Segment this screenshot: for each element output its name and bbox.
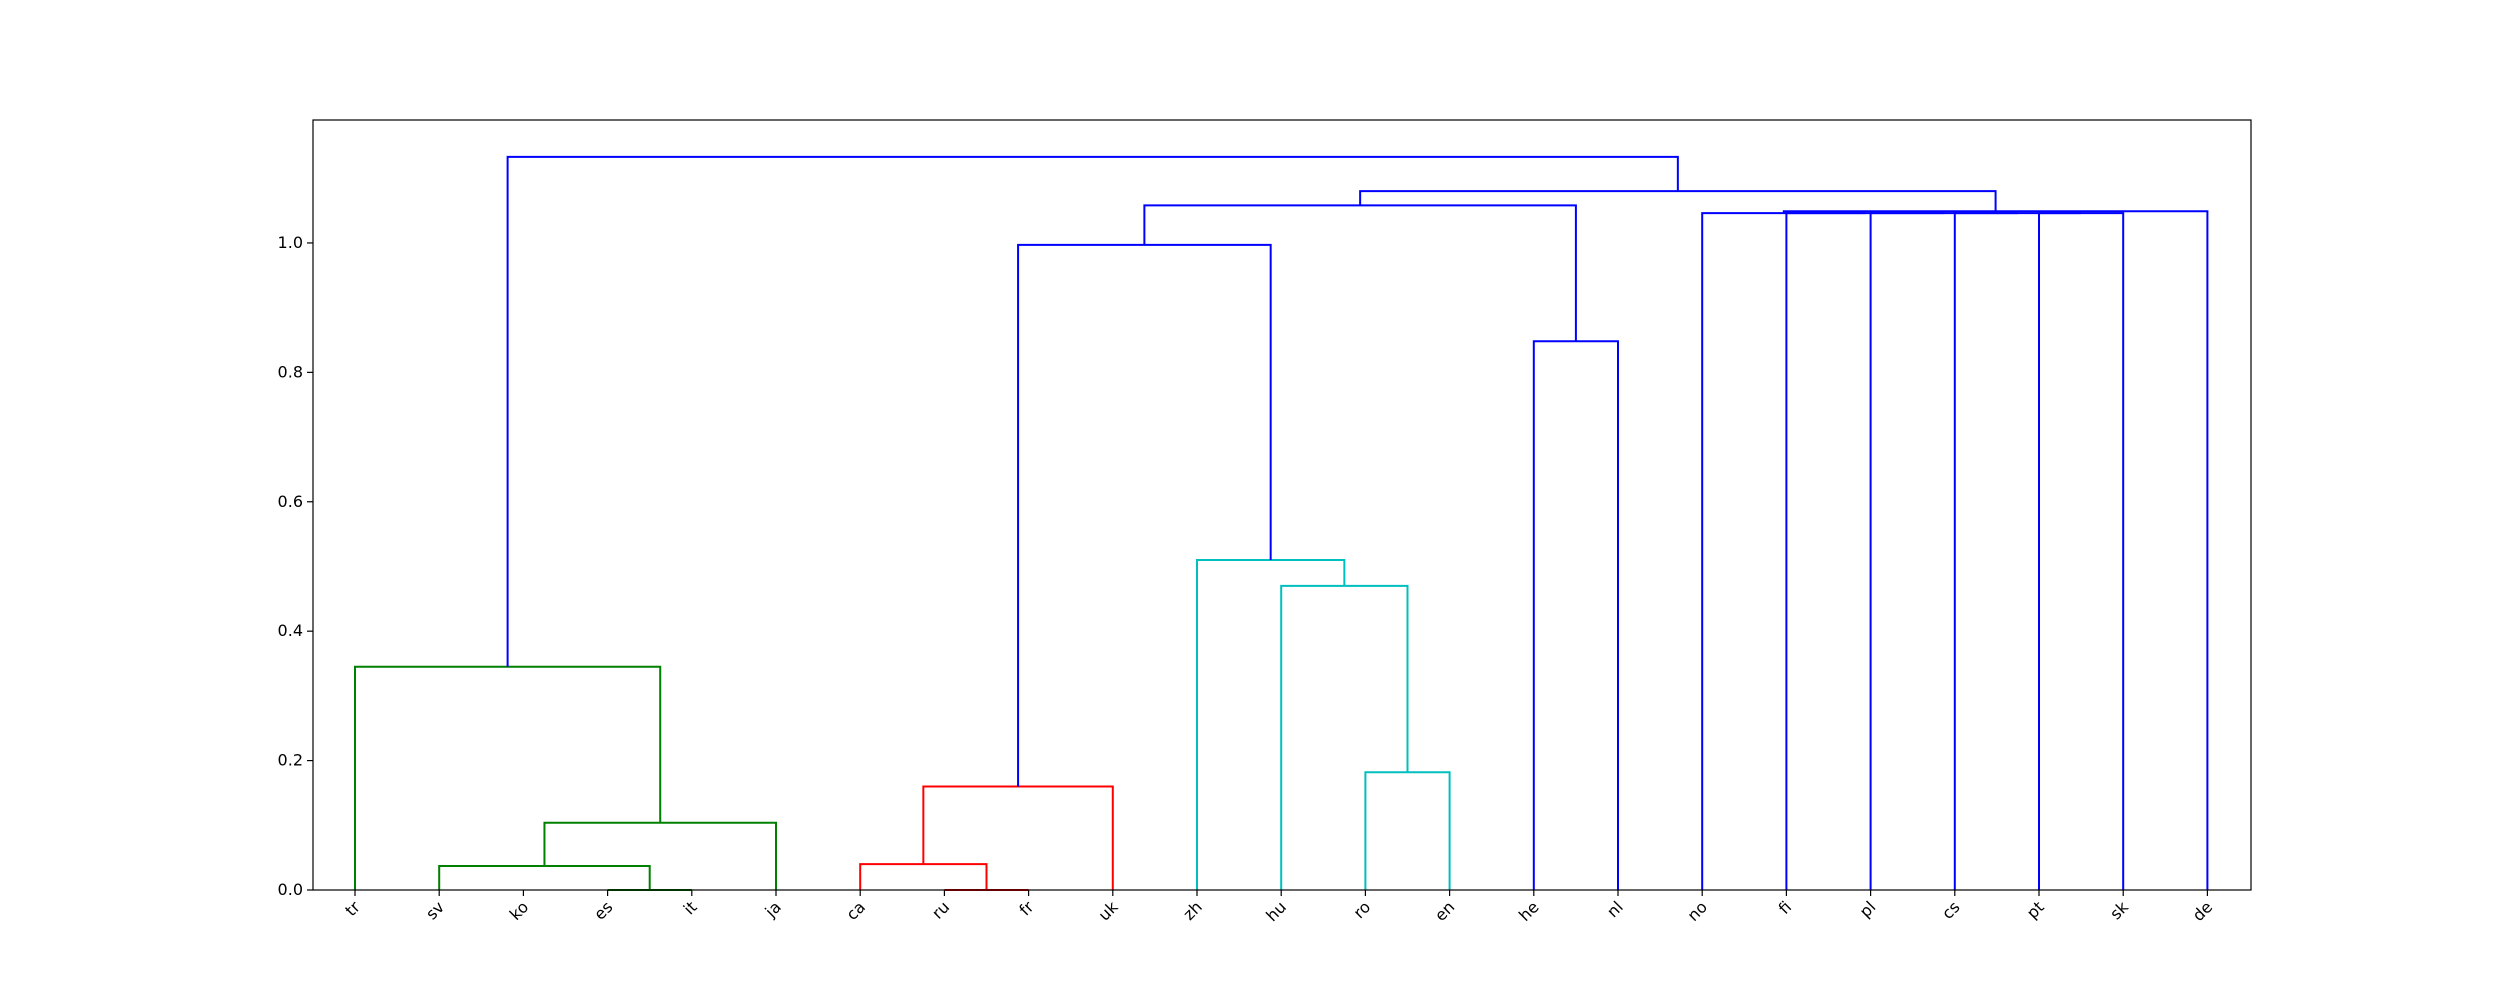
dendrogram-link-8 (1280, 584, 1409, 890)
leaf-label-en: en (1431, 897, 1459, 925)
dendrogram-link-16 (1785, 212, 1945, 890)
dendrogram-link-10 (1017, 243, 1272, 787)
plot-frame (312, 119, 2252, 891)
dendrogram-link-3 (354, 665, 662, 890)
leaf-label-sv: sv (422, 897, 448, 923)
leaf-label-es: es (590, 897, 616, 923)
dendrogram-link-17 (1701, 212, 1866, 890)
leaf-label-ja: ja (761, 897, 785, 921)
dendrogram-link-5 (859, 863, 988, 890)
leaf-label-de: de (2189, 897, 2217, 925)
leaf-label-pl: pl (1856, 897, 1880, 921)
dendrogram-link-18 (1782, 210, 2209, 890)
dendrogram-link-1 (438, 865, 651, 890)
x-axis: tr sv ko es it ja ca ru fr uk zh hu ro en he nl no fi pl cs… (341, 890, 2216, 925)
y-tick-label: 0.8 (278, 362, 303, 381)
leaf-label-hu: hu (1262, 897, 1290, 925)
leaf-label-tr: tr (341, 897, 364, 920)
dendrogram-link-20 (506, 155, 1679, 667)
leaf-label-he: he (1515, 897, 1543, 925)
y-tick-label: 0.0 (278, 880, 303, 899)
y-tick-label: 0.4 (278, 621, 303, 640)
dendrogram-link-12 (1143, 204, 1577, 342)
y-tick-label: 0.2 (278, 751, 303, 770)
leaf-label-uk: uk (1094, 897, 1122, 925)
y-axis: 0.0 0.2 0.4 0.6 0.8 1.0 (278, 233, 313, 899)
leaf-label-ro: ro (1349, 897, 1374, 922)
dendrogram-link-2 (543, 821, 777, 890)
dendrogram-link-7 (1364, 771, 1451, 890)
dendrogram-link-15 (1869, 212, 2018, 890)
dendrogram-link-13 (2038, 212, 2125, 890)
leaf-label-sk: sk (2106, 897, 2132, 923)
leaf-label-zh: zh (1179, 897, 1206, 924)
dendrogram-link-19 (1359, 190, 1997, 212)
leaf-label-pt: pt (2023, 897, 2048, 922)
leaf-label-it: it (680, 897, 701, 918)
dendrogram-link-14 (1953, 212, 2082, 890)
dendrogram-link-11 (1532, 340, 1619, 890)
leaf-label-ca: ca (842, 897, 869, 924)
leaf-label-fr: fr (1015, 897, 1037, 919)
leaf-label-no: no (1683, 897, 1711, 925)
leaf-label-ru: ru (928, 897, 953, 922)
dendrogram-link-9 (1196, 559, 1346, 890)
leaf-label-nl: nl (1603, 897, 1627, 921)
leaf-label-ko: ko (506, 897, 533, 924)
leaf-label-fi: fi (1775, 897, 1796, 918)
y-tick-label: 0.6 (278, 492, 303, 511)
dendrogram-link-6 (922, 785, 1114, 890)
y-tick-label: 1.0 (278, 233, 303, 252)
dendrogram-links (354, 155, 2209, 891)
leaf-label-cs: cs (1938, 897, 1964, 923)
